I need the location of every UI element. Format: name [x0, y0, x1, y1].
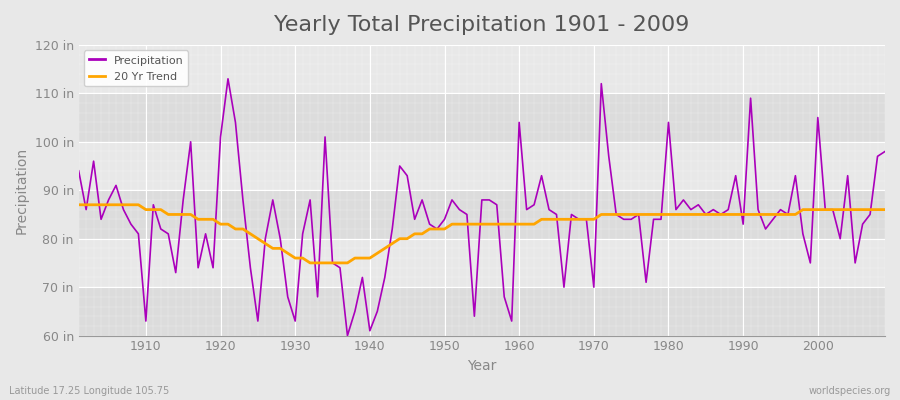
- X-axis label: Year: Year: [467, 359, 497, 373]
- Precipitation: [222, 76, 233, 81]
- Precipitation: [528, 202, 539, 207]
- Precipitation: [305, 198, 316, 202]
- Bar: [78, 45, 885, 93]
- 20 Yr Trend: [514, 222, 525, 226]
- Precipitation: [879, 149, 890, 154]
- Legend: Precipitation, 20 Yr Trend: Precipitation, 20 Yr Trend: [85, 50, 188, 86]
- Text: worldspecies.org: worldspecies.org: [809, 386, 891, 396]
- 20 Yr Trend: [297, 256, 308, 260]
- Bar: [78, 239, 885, 287]
- Precipitation: [73, 168, 84, 173]
- Bar: [78, 287, 885, 336]
- Precipitation: [342, 333, 353, 338]
- 20 Yr Trend: [73, 202, 84, 207]
- Line: 20 Yr Trend: 20 Yr Trend: [78, 205, 885, 263]
- Precipitation: [521, 207, 532, 212]
- Bar: [78, 190, 885, 239]
- Line: Precipitation: Precipitation: [78, 79, 885, 336]
- 20 Yr Trend: [349, 256, 360, 260]
- 20 Yr Trend: [305, 260, 316, 265]
- Title: Yearly Total Precipitation 1901 - 2009: Yearly Total Precipitation 1901 - 2009: [274, 15, 689, 35]
- 20 Yr Trend: [611, 212, 622, 217]
- Bar: [78, 142, 885, 190]
- 20 Yr Trend: [133, 202, 144, 207]
- Precipitation: [357, 275, 368, 280]
- Text: Latitude 17.25 Longitude 105.75: Latitude 17.25 Longitude 105.75: [9, 386, 169, 396]
- Y-axis label: Precipitation: Precipitation: [15, 147, 29, 234]
- Bar: [78, 93, 885, 142]
- Precipitation: [133, 232, 144, 236]
- Precipitation: [618, 217, 629, 222]
- 20 Yr Trend: [521, 222, 532, 226]
- 20 Yr Trend: [879, 207, 890, 212]
